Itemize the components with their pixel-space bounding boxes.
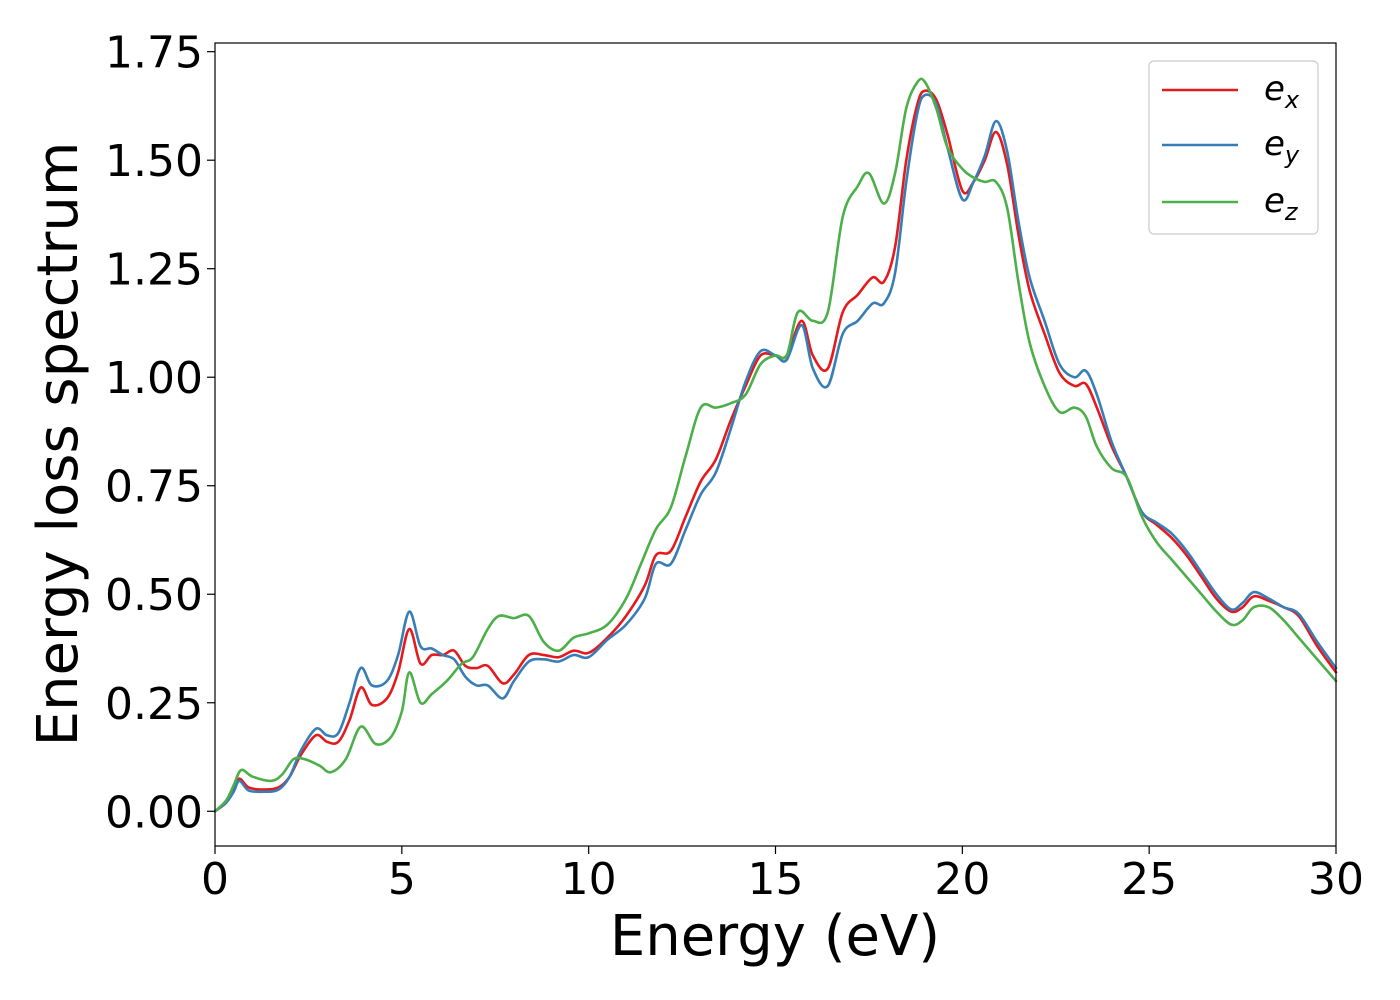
legend-frame [1148, 60, 1319, 235]
y-tick-label: 0.75 [105, 462, 203, 513]
series-line-e-z [213, 77, 1338, 813]
y-axis: 0.00 0.25 0.50 0.75 1.00 1.25 1.50 1.75 [105, 28, 215, 838]
y-tick-label: 0.25 [105, 679, 203, 730]
series-line-e-y [213, 93, 1338, 813]
legend-label-e-y: ey [1264, 124, 1300, 169]
x-tick-label: 30 [1308, 854, 1364, 905]
x-tick-label: 0 [201, 854, 229, 905]
x-tick-label: 10 [561, 854, 617, 905]
x-tick-label: 15 [748, 854, 804, 905]
y-tick-label: 1.75 [105, 28, 203, 79]
x-axis: 0 5 10 15 20 25 30 [201, 846, 1364, 905]
y-tick-label: 1.50 [105, 136, 203, 187]
y-tick-label: 1.25 [105, 245, 203, 296]
legend: ex ey ez [1148, 60, 1319, 235]
y-axis-title: Energy loss spectrum [26, 142, 91, 747]
y-tick-label: 0.50 [105, 570, 203, 621]
x-tick-label: 20 [934, 854, 990, 905]
y-tick-label: 1.00 [105, 353, 203, 404]
y-tick-label: 0.00 [105, 787, 203, 838]
x-tick-label: 5 [388, 854, 416, 905]
legend-label-e-x: ex [1264, 69, 1300, 114]
x-tick-label: 25 [1121, 854, 1177, 905]
x-axis-title: Energy (eV) [610, 904, 940, 969]
series-layer [213, 77, 1338, 813]
legend-label-e-z: ez [1264, 181, 1299, 226]
